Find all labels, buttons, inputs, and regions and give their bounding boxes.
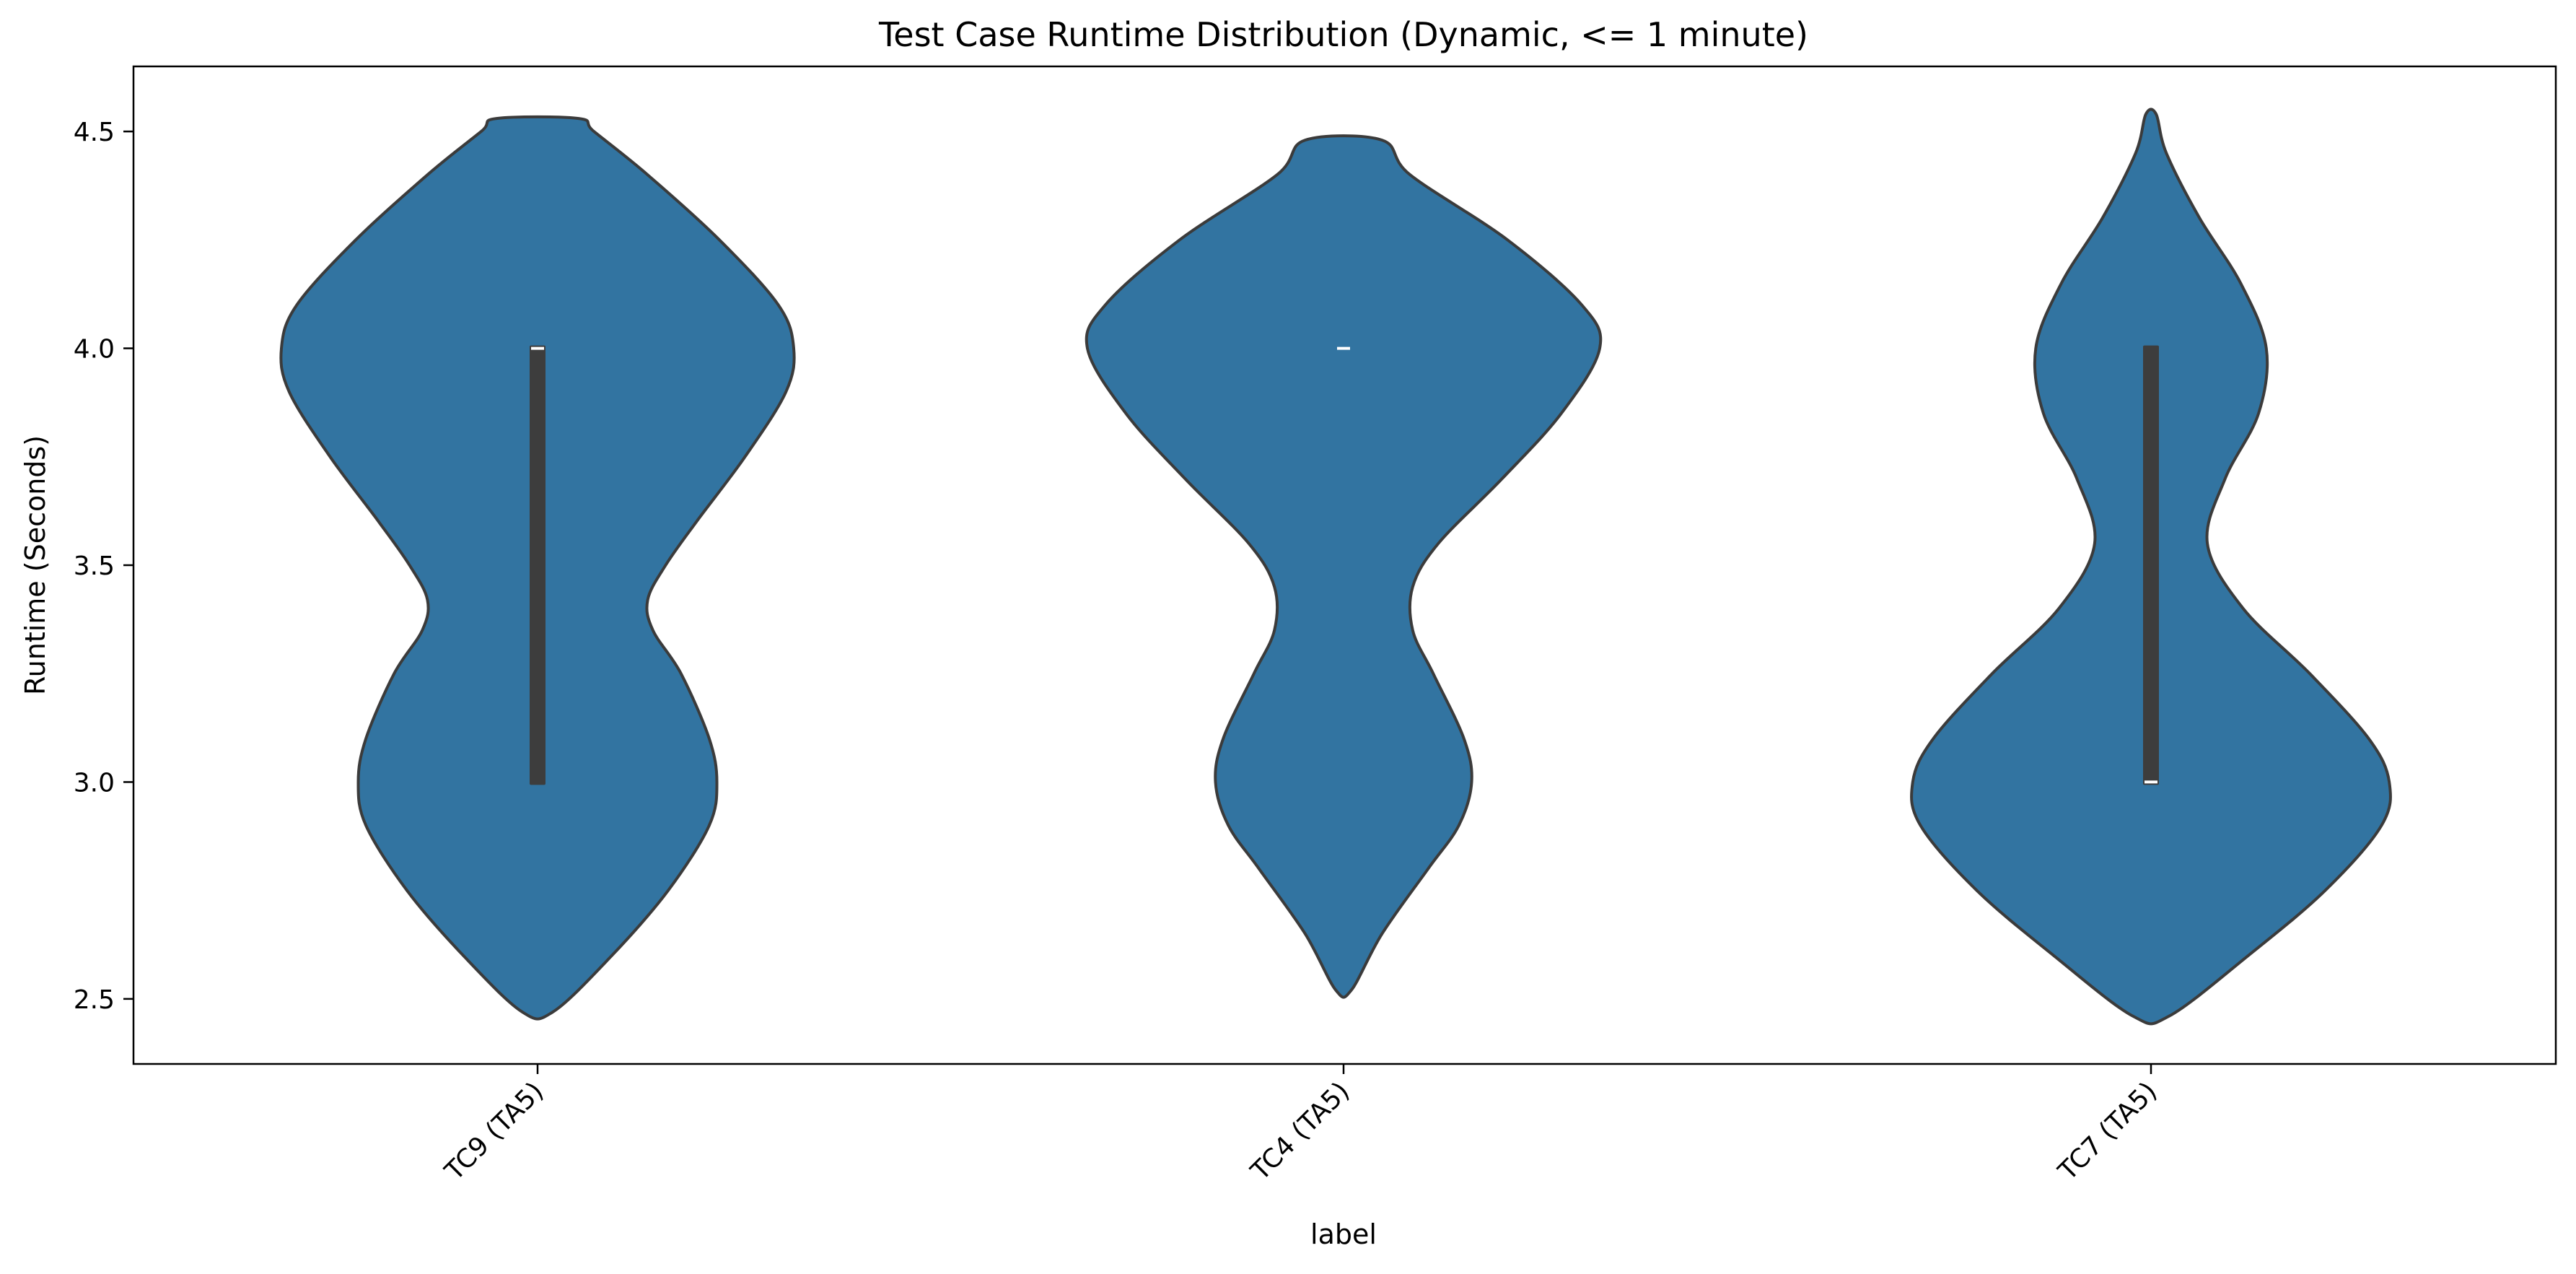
violin-body (1085, 134, 1603, 999)
y-tick-label: 4.5 (74, 118, 115, 147)
y-tick-label: 3.0 (74, 768, 115, 798)
y-tick-label: 2.5 (74, 985, 115, 1015)
x-tick-label: TC9 (TA5) (439, 1076, 549, 1187)
x-axis-label: label (1310, 1218, 1377, 1250)
x-tick-label: TC7 (TA5) (2052, 1076, 2163, 1187)
y-axis-label: Runtime (Seconds) (19, 435, 51, 695)
iqr-box (2143, 345, 2159, 785)
violin-group (279, 108, 2393, 1026)
y-axis: 2.5 3.0 3.5 4.0 4.5 (74, 118, 133, 1015)
chart-title: Test Case Runtime Distribution (Dynamic,… (878, 15, 1808, 54)
iqr-box (530, 345, 546, 785)
y-tick-label: 3.5 (74, 551, 115, 581)
y-tick-label: 4.0 (74, 335, 115, 365)
x-tick-label: TC4 (TA5) (1245, 1076, 1355, 1187)
x-axis: TC9 (TA5) TC4 (TA5) TC7 (TA5) (439, 1064, 2163, 1187)
